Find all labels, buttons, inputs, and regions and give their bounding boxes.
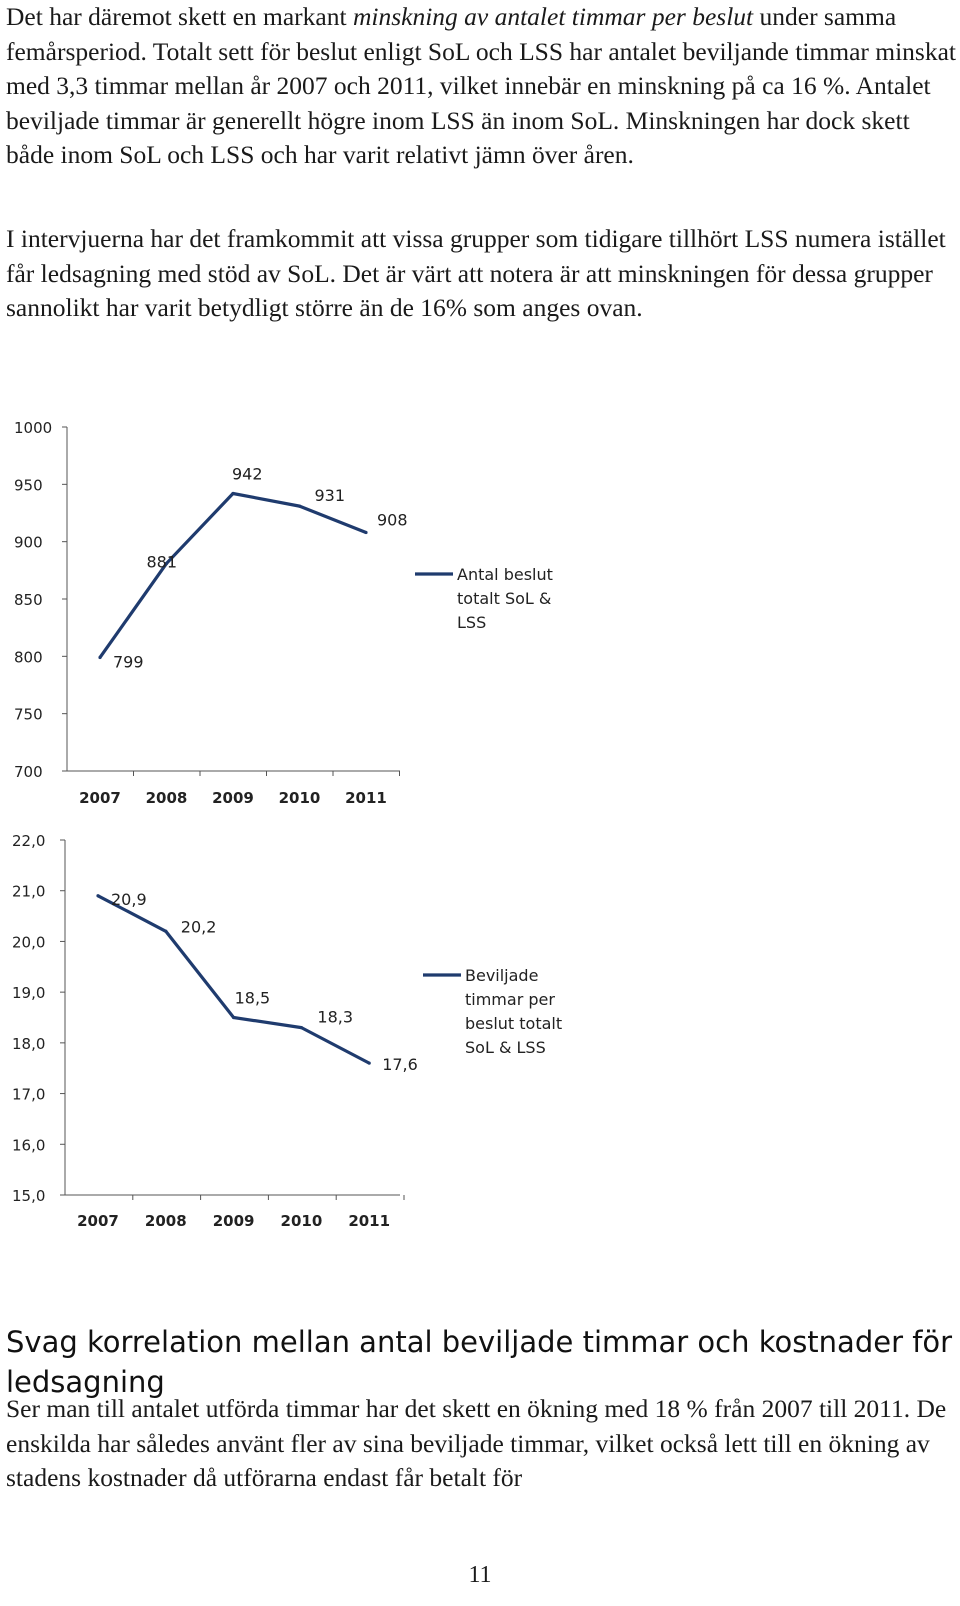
data-label: 18,5 <box>235 989 271 1008</box>
series-line <box>97 894 370 1065</box>
paragraph-intro-lead: Det har däremot skett en markant <box>6 2 353 31</box>
data-label: 17,6 <box>382 1055 418 1074</box>
paragraph-executed-hours: Ser man till antalet utförda timmar har … <box>6 1394 947 1492</box>
data-point <box>164 561 169 566</box>
data-point <box>98 655 102 660</box>
paragraph-intro-rest: under samma femårsperiod. Totalt sett fö… <box>6 2 956 169</box>
data-label: 942 <box>232 465 263 484</box>
data-label: 20,2 <box>181 917 217 936</box>
data-point <box>297 504 302 508</box>
x-tick-label: 2010 <box>279 789 321 807</box>
legend-label: beslut totalt <box>465 1014 562 1033</box>
y-tick-label: 700 <box>14 763 43 781</box>
paragraph-intro-emphasis: minskning av antalet timmar per beslut <box>352 2 754 31</box>
y-tick-label: 850 <box>14 591 43 609</box>
y-tick-label: 19,0 <box>12 984 45 1002</box>
legend-label: SoL & LSS <box>465 1038 546 1057</box>
x-tick-label: 2008 <box>146 789 188 807</box>
data-point <box>232 1015 236 1020</box>
data-label: 908 <box>377 510 408 529</box>
legend-label: totalt SoL & <box>457 589 551 608</box>
y-tick-label: 900 <box>14 534 43 552</box>
x-tick-label: 2010 <box>281 1212 323 1230</box>
series-line <box>98 491 367 659</box>
y-tick-label: 20,0 <box>12 933 45 951</box>
y-tick-label: 18,0 <box>12 1035 45 1053</box>
y-tick-label: 16,0 <box>12 1136 45 1154</box>
x-tick-label: 2009 <box>212 789 254 807</box>
y-tick-label: 750 <box>14 706 43 724</box>
x-tick-label: 2011 <box>345 789 387 807</box>
data-point <box>367 1061 371 1065</box>
legend-label: Antal beslut <box>457 565 553 584</box>
legend-label: LSS <box>457 613 486 632</box>
x-tick-label: 2007 <box>77 1212 119 1230</box>
paragraph-intro: Det har däremot skett en markant minskni… <box>6 0 956 173</box>
data-point <box>164 929 168 933</box>
x-tick-label: 2011 <box>348 1212 390 1230</box>
page-number: 11 <box>468 1562 492 1588</box>
section-heading: Svag korrelation mellan antal beviljade … <box>6 1325 953 1399</box>
y-tick-label: 22,0 <box>12 832 45 850</box>
legend-label: Beviljade <box>465 966 538 985</box>
chart-antal-beslut: 1000 950 900 850 800 750 700 2007 2008 2009 2010 20… <box>14 419 553 807</box>
y-tick-label: 17,0 <box>12 1086 45 1104</box>
y-tick-label: 800 <box>14 648 43 666</box>
data-point <box>364 530 368 535</box>
x-tick-label: 2008 <box>145 1212 187 1230</box>
data-label: 799 <box>113 652 144 671</box>
data-point <box>96 894 100 898</box>
data-label: 881 <box>147 552 178 571</box>
data-label: 20,9 <box>111 890 147 909</box>
data-point <box>299 1026 303 1030</box>
x-tick-label: 2009 <box>213 1212 255 1230</box>
data-point <box>231 491 235 496</box>
y-tick-label: 950 <box>14 476 43 494</box>
legend-label: timmar per <box>465 990 555 1009</box>
x-tick-label: 2007 <box>79 789 121 807</box>
data-label: 931 <box>315 486 346 505</box>
y-tick-label: 21,0 <box>12 883 45 901</box>
y-tick-label: 15,0 <box>12 1187 45 1205</box>
y-tick-label: 1000 <box>14 419 52 437</box>
data-label: 18,3 <box>317 1008 353 1027</box>
chart-timmar-per-beslut: 22,0 21,0 20,0 19,0 18,0 17,0 16,0 15,0 2007 2008… <box>12 832 562 1230</box>
paragraph-interviews: I intervjuerna har det framkommit att vi… <box>6 224 946 322</box>
